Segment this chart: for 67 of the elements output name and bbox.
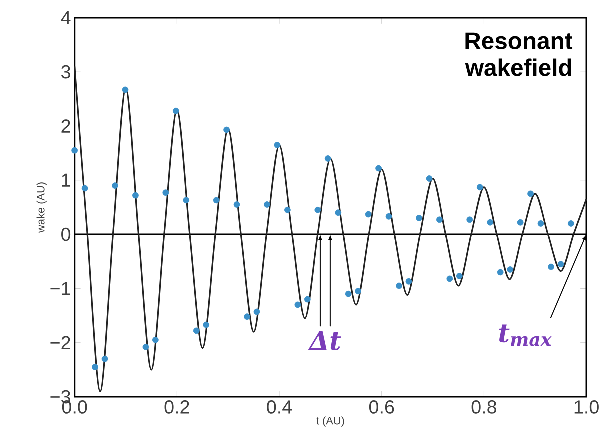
point [406,278,412,285]
point [284,207,291,214]
x-tick-label: 0.4 [267,400,292,414]
point [324,156,332,162]
annotation: t$_{max}$ [499,324,552,346]
x-tick-label: 0.8 [472,400,497,414]
x-tick-label: 0.2 [164,400,190,414]
y-tick-label: 3 [62,65,70,79]
y-tick-label: 2 [62,120,70,133]
point [456,273,463,280]
y-tick-label: −1 [50,282,70,296]
point [294,302,302,308]
point [345,290,352,298]
point [376,165,382,172]
point [476,184,484,191]
point [304,296,311,303]
point [162,190,170,196]
x-axis-title: t (AU) [316,416,344,427]
x-tick-label: 0.6 [369,400,394,414]
point [426,176,433,182]
point [152,337,159,344]
point [244,314,250,320]
point [112,182,118,190]
point [558,261,564,268]
point [213,197,220,204]
x-tick-label: 1.0 [574,400,599,414]
point [224,126,230,134]
y-tick-label: 4 [61,12,71,24]
point [92,364,98,370]
point [132,192,139,199]
annotation: Δt [308,331,342,350]
point [487,219,494,226]
point [234,202,240,208]
point [416,215,422,222]
point [386,214,392,220]
y-tick-label: −2 [50,336,70,350]
point [102,356,108,362]
point [264,202,270,208]
y-axis-title: wake (AU) [36,182,47,234]
point [193,328,200,334]
point [507,266,514,273]
point [72,147,78,154]
point [203,322,210,328]
point [82,185,88,192]
point [466,216,474,224]
point [355,288,362,295]
point [142,344,150,350]
point [274,142,281,148]
y-tick-label: 1 [62,174,70,187]
point [183,197,190,204]
point [335,210,342,216]
point [172,108,180,114]
point [548,264,554,270]
annotation: Resonant wakefield [465,32,573,76]
point [568,220,574,227]
point [538,220,544,227]
point [528,190,534,198]
point [314,207,322,214]
point [517,219,524,226]
point [365,211,372,218]
point [254,308,260,316]
point [497,269,504,276]
y-tick-label: 0 [62,228,71,242]
point [396,282,402,290]
point [436,216,443,224]
point [122,86,129,94]
point [446,276,454,282]
